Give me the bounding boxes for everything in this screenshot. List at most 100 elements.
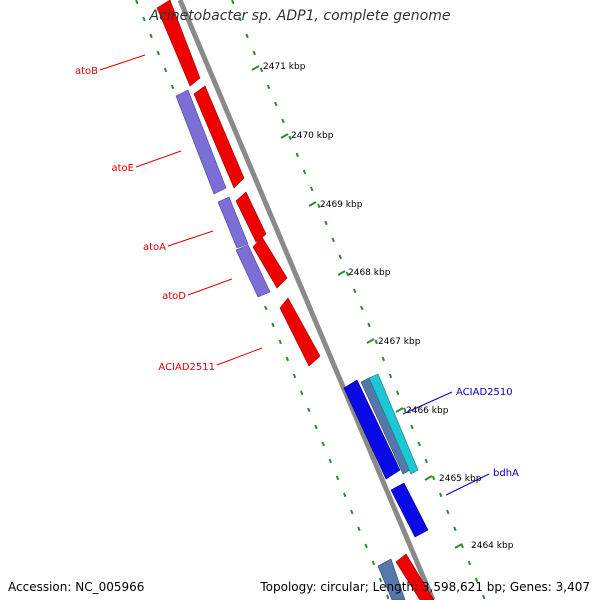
gene-label-ACIAD2510: ACIAD2510 bbox=[456, 387, 513, 398]
map-title: Acinetobacter sp. ADP1, complete genome bbox=[149, 8, 451, 24]
leader-atoE bbox=[135, 150, 182, 168]
ring-dot bbox=[142, 16, 146, 22]
topology-text: Topology: circular; Length: 3,598,621 bp… bbox=[260, 580, 590, 594]
ring-dot bbox=[467, 560, 472, 566]
ring-dot bbox=[328, 458, 333, 464]
gene-red-arrow-2[interactable] bbox=[235, 191, 267, 243]
gene-label-atoA: atoA bbox=[143, 242, 166, 253]
ring-dot bbox=[285, 356, 290, 362]
ring-dot bbox=[431, 475, 436, 481]
ring-dot bbox=[264, 305, 268, 311]
gene-atoD-purple[interactable] bbox=[235, 244, 271, 298]
ring-dot bbox=[446, 509, 450, 515]
tick-marks bbox=[251, 65, 463, 549]
gene-label-leaders bbox=[99, 54, 490, 496]
gene-atoB-red[interactable] bbox=[156, 0, 201, 87]
gene-atoA-purple[interactable] bbox=[217, 196, 249, 249]
ring-dot bbox=[335, 475, 340, 481]
ring-dot bbox=[453, 526, 457, 532]
ring-dot bbox=[321, 441, 325, 447]
tick-label: 2464 kbp bbox=[471, 541, 514, 551]
tick-label: 2465 kbp bbox=[439, 474, 482, 484]
tick-label: 2468 kbp bbox=[348, 268, 391, 278]
gene-red-arrow-1[interactable] bbox=[193, 85, 245, 189]
gene-bdhA-blue[interactable] bbox=[390, 482, 429, 538]
gene-steel-2[interactable] bbox=[377, 558, 406, 600]
gene-label-atoB: atoB bbox=[75, 66, 98, 77]
gene-ACIAD2510-cyan[interactable] bbox=[368, 373, 419, 475]
ring-dot bbox=[403, 407, 407, 413]
tick-mark bbox=[251, 65, 260, 71]
ring-dot bbox=[307, 407, 311, 413]
gene-track bbox=[156, 0, 436, 600]
ring-dot bbox=[381, 356, 386, 362]
tick-label: 2469 kbp bbox=[320, 200, 363, 210]
ring-dot bbox=[481, 594, 486, 600]
ring-dot bbox=[302, 169, 307, 175]
leader-atoA bbox=[167, 230, 214, 247]
ring-dot bbox=[299, 390, 304, 396]
ring-dot bbox=[135, 0, 139, 5]
outer-dotted-ring bbox=[231, 0, 486, 600]
ring-dot bbox=[314, 424, 318, 430]
tick-mark bbox=[424, 475, 433, 481]
ring-dot bbox=[238, 16, 242, 22]
gene-ACIAD2511-red[interactable] bbox=[279, 297, 321, 367]
gene-label-bdhA: bdhA bbox=[493, 468, 519, 479]
gene-red-bottom[interactable] bbox=[395, 553, 435, 600]
ring-dot bbox=[156, 50, 161, 56]
ring-dot bbox=[288, 135, 292, 141]
ring-dot bbox=[342, 492, 347, 498]
ring-dot bbox=[149, 33, 153, 39]
ring-dot bbox=[278, 339, 282, 345]
tick-label: 2471 kbp bbox=[263, 62, 306, 72]
tick-label: 2470 kbp bbox=[291, 131, 334, 141]
accession-text: Accession: NC_005966 bbox=[8, 580, 145, 594]
ring-dot bbox=[331, 237, 335, 243]
leader-ACIAD2511 bbox=[216, 347, 263, 366]
ring-dot bbox=[395, 390, 400, 396]
ring-dot bbox=[424, 458, 429, 464]
ring-dot bbox=[295, 152, 300, 158]
ring-dot bbox=[388, 373, 393, 379]
ring-dot bbox=[259, 67, 264, 73]
ring-dot bbox=[360, 305, 364, 311]
ring-dot bbox=[266, 84, 271, 90]
tick-mark bbox=[366, 338, 375, 344]
ring-dot bbox=[163, 67, 168, 73]
ring-dot bbox=[371, 560, 376, 566]
gene-atoE-purple[interactable] bbox=[175, 89, 227, 195]
ring-dot bbox=[374, 339, 378, 345]
ring-dot bbox=[271, 322, 275, 328]
ring-dot bbox=[309, 186, 314, 192]
gene-red-arrow-3[interactable] bbox=[252, 236, 288, 289]
ring-dot bbox=[252, 50, 257, 56]
leader-atoB bbox=[99, 54, 146, 71]
ring-dot bbox=[410, 424, 414, 430]
ring-dot bbox=[345, 271, 350, 277]
gene-labels: atoB atoE atoA atoD ACIAD2511 ACIAD2510 … bbox=[75, 66, 519, 479]
ring-dot bbox=[350, 509, 354, 515]
ring-dot bbox=[474, 577, 479, 583]
leader-ACIAD2510 bbox=[402, 391, 453, 415]
ring-dot bbox=[281, 118, 285, 124]
leader-atoD bbox=[187, 278, 233, 296]
ring-dot bbox=[352, 288, 357, 294]
ring-dot bbox=[324, 220, 328, 226]
ring-dot bbox=[292, 373, 297, 379]
ring-dot bbox=[317, 203, 321, 209]
tick-mark bbox=[395, 407, 404, 413]
gene-blue-large[interactable] bbox=[343, 379, 401, 480]
leader-bdhA bbox=[445, 473, 490, 496]
ring-dot bbox=[231, 0, 235, 5]
ring-dot bbox=[274, 101, 278, 107]
ring-dot bbox=[417, 441, 421, 447]
tick-mark bbox=[280, 133, 289, 139]
tick-mark bbox=[308, 201, 317, 207]
ring-dot bbox=[245, 33, 249, 39]
tick-labels: 2471 kbp 2470 kbp 2469 kbp 2468 kbp 2467… bbox=[263, 62, 514, 551]
genome-backbone bbox=[177, 0, 436, 600]
ring-dot bbox=[378, 577, 383, 583]
ring-dot bbox=[170, 84, 175, 90]
